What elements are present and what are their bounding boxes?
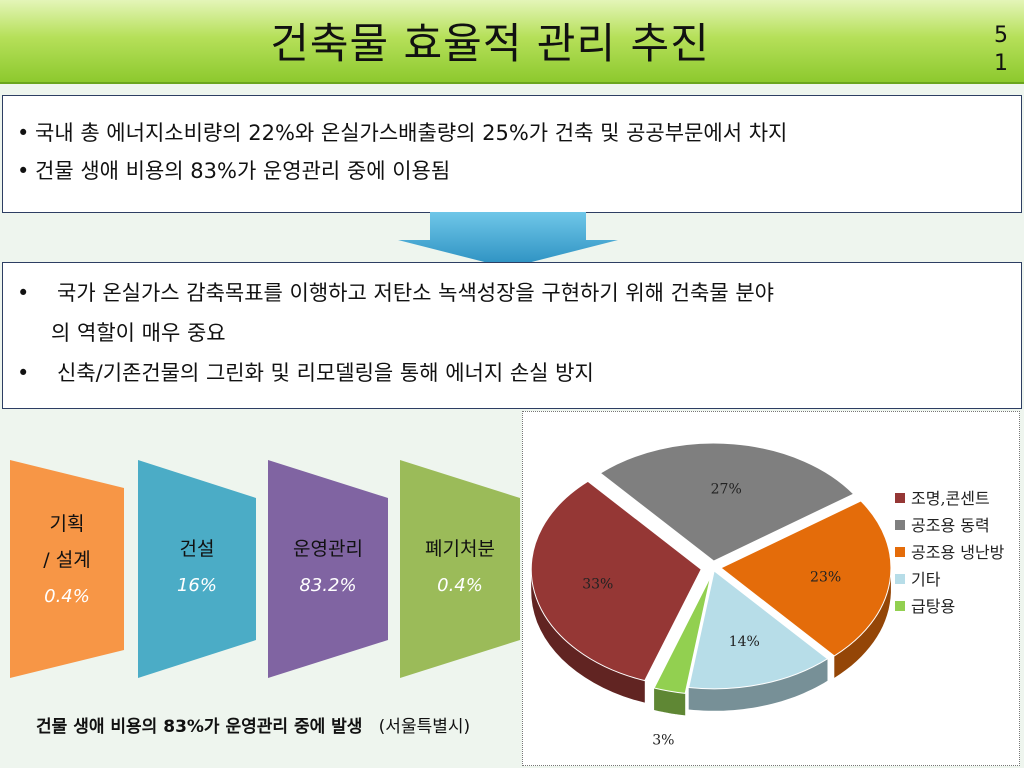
phase-construction-name: 건설 [179, 538, 215, 560]
title-bar: 건축물 효율적 관리 추진 51 [0, 0, 1024, 84]
phase-construction: 건설 16% [140, 534, 254, 608]
phase-planning-name-2: / 설계 [43, 549, 91, 571]
legend-label-lighting: 조명,콘센트 [911, 489, 990, 508]
legend-swatch-other [895, 574, 905, 584]
stat-text-1: 국내 총 에너지소비량의 22%와 온실가스배출량의 25%가 건축 및 공공부… [35, 121, 788, 145]
legend-label-hvac-power: 공조용 동력 [911, 516, 990, 535]
phase-disposal-value: 0.4% [437, 575, 483, 596]
pie-slice-hot-water [653, 576, 712, 694]
bullet-icon: • [17, 121, 30, 145]
phase-disposal: 폐기처분 0.4% [402, 534, 518, 608]
pie-slice-hvac-power [599, 442, 855, 562]
legend-swatch-lighting [895, 493, 905, 503]
phase-disposal-name: 폐기처분 [425, 538, 495, 560]
phase-construction-value: 16% [176, 575, 217, 596]
pie-slice-lighting [530, 480, 702, 682]
legend-label-hot-water: 급탕용 [911, 597, 955, 616]
phase-planning-name-1: 기획 [49, 513, 85, 535]
phase-planning-value: 0.4% [44, 586, 90, 607]
policy-text-1: 국가 온실가스 감축목표를 이행하고 저탄소 녹색성장을 구현하기 위해 건축물… [57, 281, 774, 305]
phase-operation-name: 운영관리 [293, 538, 363, 560]
pie-label-other: 14% [729, 634, 760, 650]
phase-shape-operation [268, 460, 388, 678]
down-arrow-icon [398, 212, 618, 268]
stat-line-1: • 국내 총 에너지소비량의 22%와 온실가스배출량의 25%가 건축 및 공공… [17, 114, 1021, 152]
pie-slice-side-lighting [531, 567, 645, 703]
caption-main: 건물 생애 비용의 83%가 운영관리 중에 발생 [36, 717, 363, 737]
pie-label-hot-water: 3% [652, 732, 674, 748]
phase-operation: 운영관리 83.2% [270, 534, 386, 608]
bullet-icon: • [17, 159, 30, 183]
pie-slice-side-hot-water [654, 688, 686, 716]
lifecycle-phases [10, 460, 520, 678]
bullet-icon: • [17, 281, 30, 305]
phase-shape-planning [10, 460, 124, 678]
pie-label-lighting: 33% [582, 577, 613, 593]
legend-label-hvac-heating: 공조용 냉난방 [911, 543, 1005, 562]
policy-line-1: • 국가 온실가스 감축목표를 이행하고 저탄소 녹색성장을 구현하기 위해 건축… [17, 273, 1021, 313]
pie-slice-other [688, 569, 829, 690]
policy-line-1-cont: 의 역할이 매우 중요 [51, 321, 226, 345]
pie-slice-side-hvac-heating [834, 564, 891, 678]
phase-shape-disposal [400, 460, 520, 678]
stat-text-2: 건물 생애 비용의 83%가 운영관리 중에 이용됨 [35, 159, 451, 183]
policy-line-2: • 신축/기존건물의 그린화 및 리모델링을 통해 에너지 손실 방지 [17, 353, 1021, 393]
caption-source: (서울특별시) [378, 717, 471, 737]
legend-swatch-hot-water [895, 601, 905, 611]
pie-label-hvac-power: 27% [711, 481, 742, 497]
policy-box: • 국가 온실가스 감축목표를 이행하고 저탄소 녹색성장을 구현하기 위해 건축… [2, 262, 1022, 409]
caption: 건물 생애 비용의 83%가 운영관리 중에 발생 (서울특별시) [36, 712, 470, 737]
phase-planning: 기획 / 설계 0.4% [12, 510, 122, 612]
pie-label-hvac-heating: 23% [810, 570, 841, 586]
legend-swatch-hvac-heating [895, 547, 905, 557]
pie-slice-side-other [688, 658, 828, 711]
legend-swatch-hvac-power [895, 520, 905, 530]
pie-slice-hvac-heating [719, 500, 892, 657]
phase-shape-construction [138, 460, 256, 678]
energy-stats-box: • 국내 총 에너지소비량의 22%와 온실가스배출량의 25%가 건축 및 공공… [2, 95, 1022, 213]
slide-title: 건축물 효율적 관리 추진 [270, 19, 710, 68]
legend-label-other: 기타 [911, 570, 941, 589]
policy-text-2: 신축/기존건물의 그린화 및 리모델링을 통해 에너지 손실 방지 [57, 361, 594, 385]
stat-line-2: • 건물 생애 비용의 83%가 운영관리 중에 이용됨 [17, 152, 1021, 190]
page-number: 51 [994, 23, 1008, 76]
phase-operation-value: 83.2% [299, 575, 357, 596]
bullet-icon: • [17, 361, 30, 385]
